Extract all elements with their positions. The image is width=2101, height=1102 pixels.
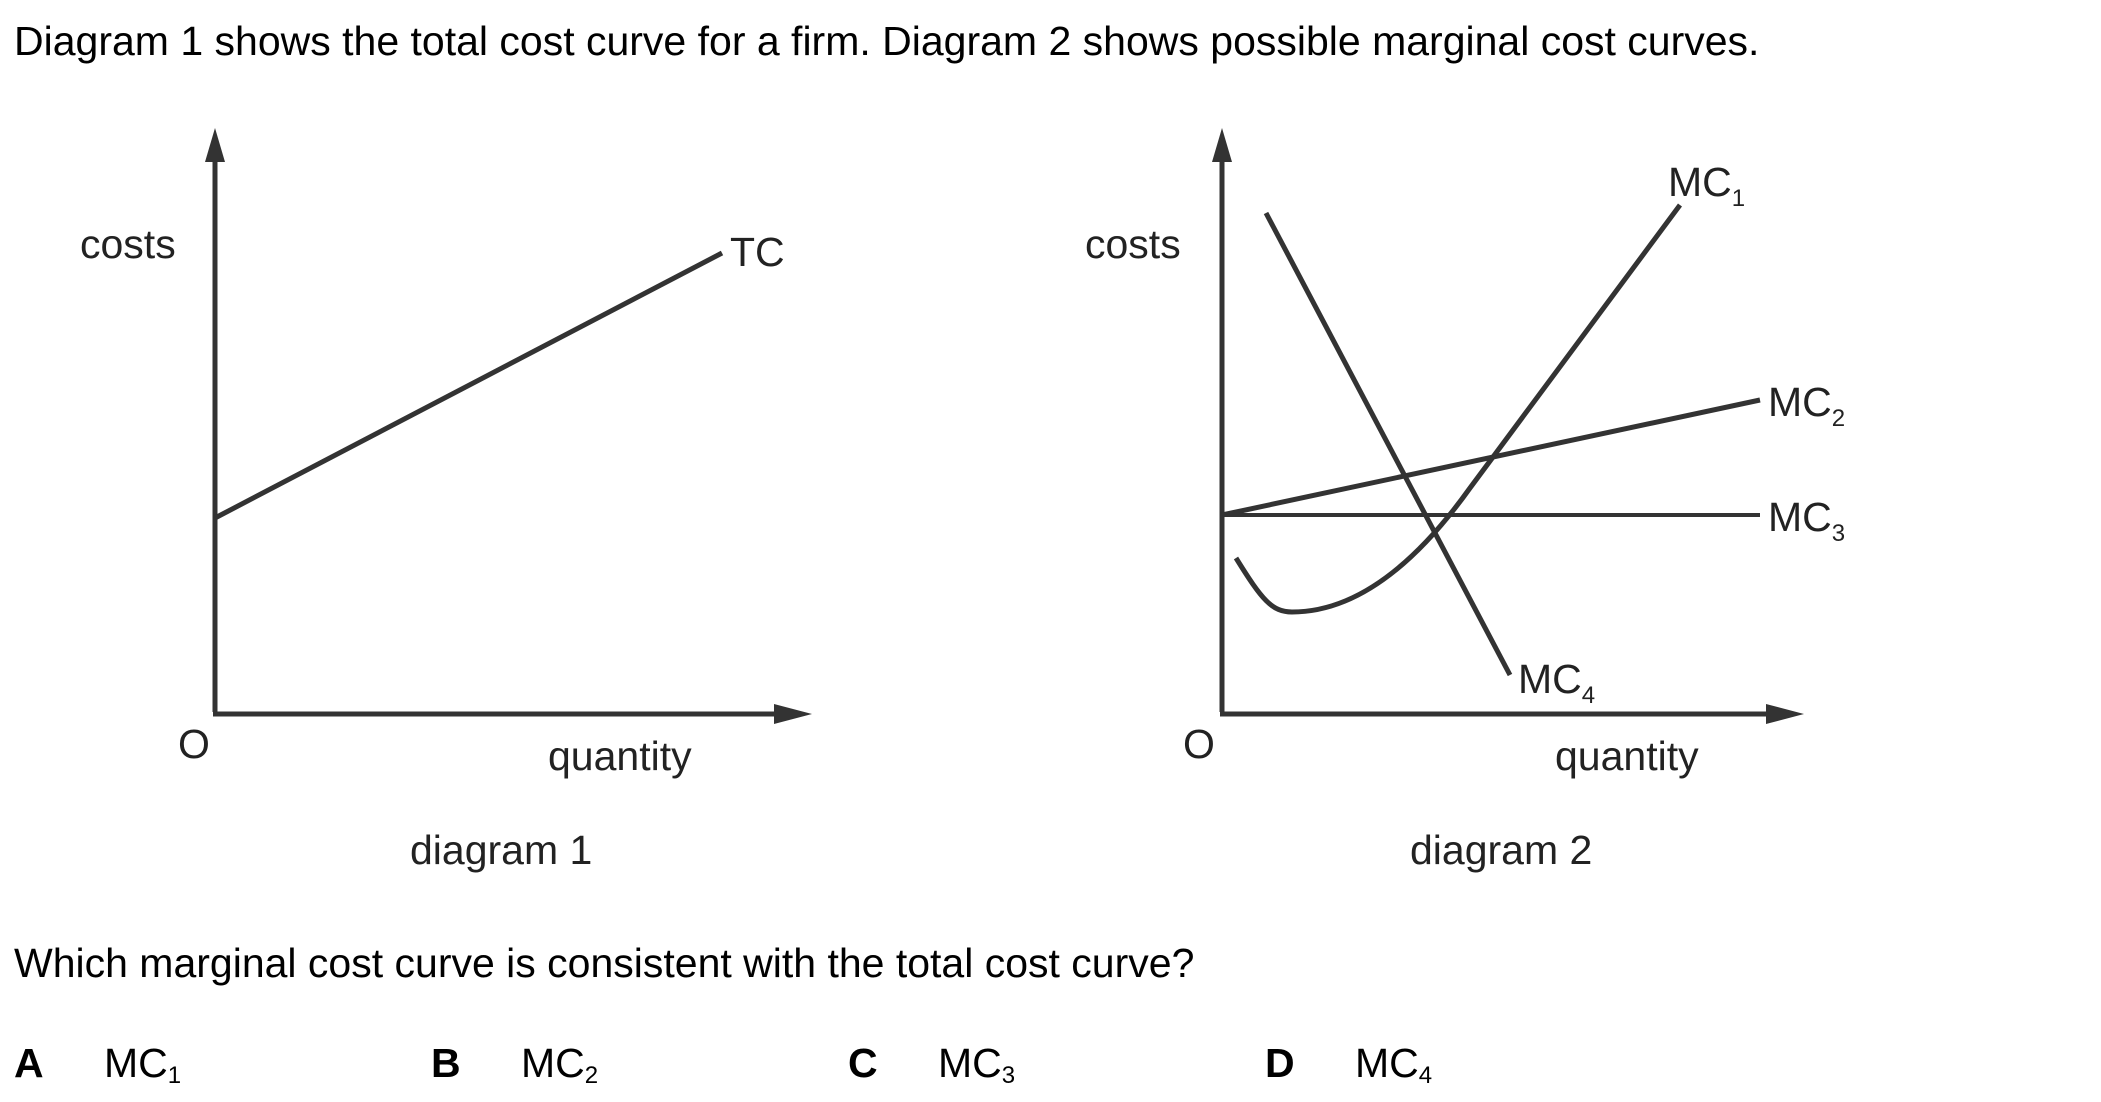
option-d-letter: D [1265, 1040, 1295, 1086]
option-c-base: MC [938, 1040, 1002, 1086]
option-b-base: MC [521, 1040, 585, 1086]
option-a[interactable]: A MC1 [14, 1040, 181, 1090]
option-b-sub: 2 [584, 1062, 599, 1089]
diagram2-y-label: costs [1085, 221, 1181, 267]
diagram2-x-label: quantity [1555, 733, 1699, 779]
diagram1-caption: diagram 1 [410, 827, 592, 873]
diagram1-y-arrow [205, 128, 225, 162]
mc4-label: MC4 [1518, 656, 1595, 709]
diagram1-x-arrow [774, 704, 812, 724]
option-d[interactable]: D MC4 [1265, 1040, 1432, 1090]
option-d-base: MC [1355, 1040, 1419, 1086]
option-a-letter: A [14, 1040, 44, 1086]
diagram2-origin: O [1183, 721, 1215, 767]
diagram2-caption: diagram 2 [1410, 827, 1592, 873]
option-b-letter: B [431, 1040, 461, 1086]
option-c-sub: 3 [1001, 1062, 1016, 1089]
question-text: Which marginal cost curve is consistent … [14, 940, 1195, 986]
option-a-sub: 1 [167, 1062, 182, 1089]
mc1-label: MC1 [1668, 159, 1745, 212]
mc4-line [1263, 211, 1513, 677]
mc3-label: MC3 [1768, 494, 1845, 547]
diagram1-x-label: quantity [548, 733, 692, 779]
mc1-curve [1233, 203, 1683, 615]
option-a-base: MC [104, 1040, 168, 1086]
diagram-2: costs MC1 MC2 MC3 MC4 O quantity diagram… [1085, 128, 1845, 873]
diagram2-y-arrow [1212, 128, 1232, 162]
option-b[interactable]: B MC2 [431, 1040, 598, 1090]
option-c[interactable]: C MC3 [848, 1040, 1015, 1090]
diagram-1: costs TC O quantity diagram 1 [80, 128, 812, 873]
diagram1-origin: O [178, 721, 210, 767]
mc2-label: MC2 [1768, 379, 1845, 432]
option-d-sub: 4 [1418, 1062, 1433, 1089]
tc-line [213, 250, 724, 521]
diagram2-x-arrow [1766, 704, 1804, 724]
diagram1-y-label: costs [80, 221, 176, 267]
option-c-letter: C [848, 1040, 878, 1086]
intro-text: Diagram 1 shows the total cost curve for… [14, 18, 1760, 64]
tc-label: TC [730, 229, 785, 275]
